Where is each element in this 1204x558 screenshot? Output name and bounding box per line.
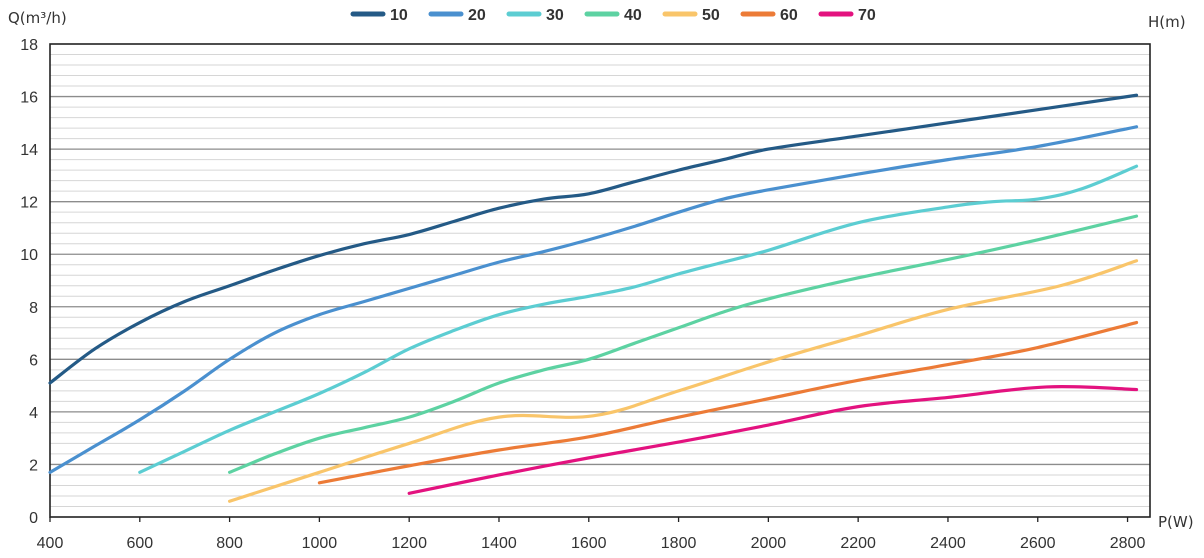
legend: 10 20 30 40 50 60 70 (350, 7, 876, 24)
legend-label-30: 30 (546, 7, 564, 24)
y-tick-label: 14 (20, 142, 38, 159)
x-tick-label: 2800 (1110, 535, 1146, 552)
legend-label-10: 10 (390, 7, 408, 24)
series-line-50 (227, 259, 1139, 503)
legend-label-20: 20 (468, 7, 486, 24)
series-line-60 (317, 320, 1139, 485)
series-lines (48, 93, 1139, 503)
x-axis-label: P(W) (1158, 513, 1194, 531)
x-tick-label: 2000 (751, 535, 787, 552)
y-tick-label: 0 (29, 510, 38, 527)
x-tick-label: 2600 (1020, 535, 1056, 552)
plot-frame (49, 43, 1151, 518)
y-tick-label: 6 (29, 352, 38, 369)
legend-label-40: 40 (624, 7, 642, 24)
y-tick-label: 12 (20, 195, 38, 212)
x-tick-label: 1400 (481, 535, 517, 552)
y-tick-label: 10 (20, 247, 38, 264)
series-line-70 (407, 385, 1139, 495)
y-tick-labels: 0 2 4 6 8 10 12 14 16 18 (20, 37, 38, 527)
series-line-20 (48, 125, 1139, 474)
x-tick-label: 800 (216, 535, 243, 552)
series-line-40 (227, 214, 1139, 474)
y-tick-label: 18 (20, 37, 38, 54)
y-tick-label: 4 (29, 405, 38, 422)
y-tick-label: 16 (20, 90, 38, 107)
x-tick-labels: 400 600 800 1000 1200 1400 1600 1800 2000 2200 240… (37, 535, 1146, 552)
series-line-30 (138, 164, 1139, 474)
legend-label-50: 50 (702, 7, 720, 24)
y-axis-label: Q(m³/h) (8, 9, 67, 27)
x-tick-label: 1000 (302, 535, 338, 552)
x-tick-label: 400 (37, 535, 64, 552)
major-gridlines (50, 95, 1150, 466)
right-axis-label: H(m) (1148, 13, 1186, 31)
x-tick-label: 600 (126, 535, 153, 552)
x-tick-label: 1200 (391, 535, 427, 552)
series-line-10 (48, 93, 1139, 385)
x-tick-label: 1600 (571, 535, 607, 552)
legend-label-70: 70 (858, 7, 876, 24)
plot-area-frame (49, 43, 1151, 522)
x-tick-label: 2200 (840, 535, 876, 552)
legend-label-60: 60 (780, 7, 798, 24)
y-tick-label: 2 (29, 457, 38, 474)
y-tick-label: 8 (29, 300, 38, 317)
x-tick-label: 1800 (661, 535, 697, 552)
x-tick-label: 2400 (930, 535, 966, 552)
